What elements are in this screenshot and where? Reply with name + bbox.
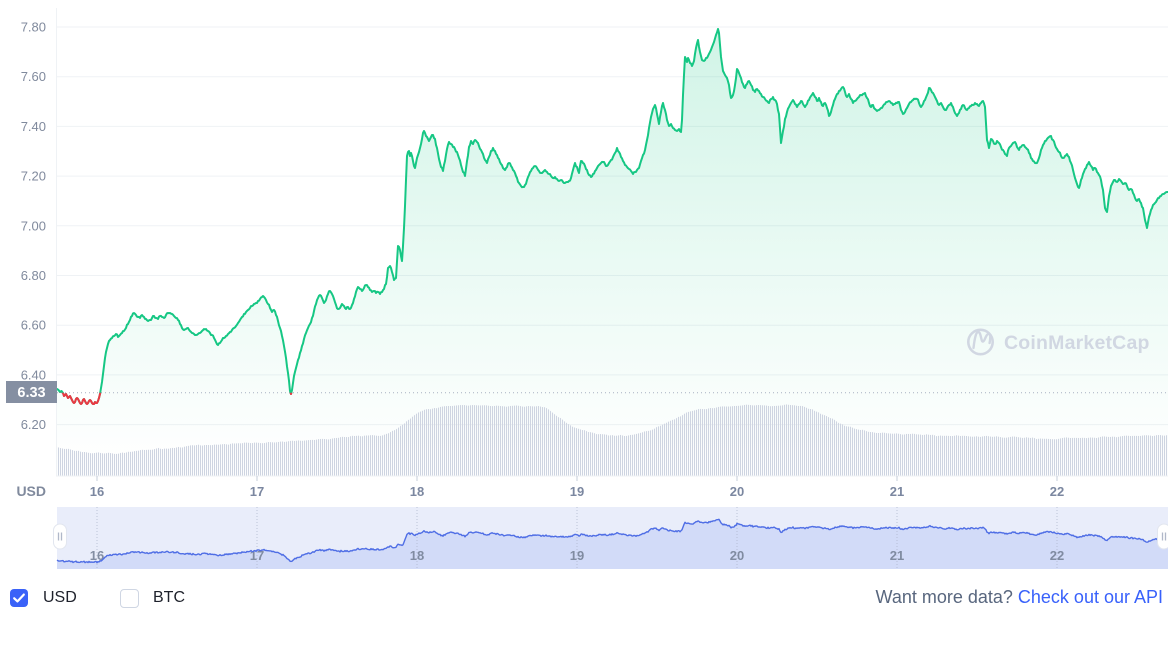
svg-text:17: 17 xyxy=(250,484,264,499)
svg-text:21: 21 xyxy=(890,548,904,563)
svg-text:7.80: 7.80 xyxy=(21,20,46,35)
svg-text:USD: USD xyxy=(16,483,46,499)
svg-text:6.60: 6.60 xyxy=(21,318,46,333)
svg-text:20: 20 xyxy=(730,484,744,499)
svg-text:18: 18 xyxy=(410,548,424,563)
svg-text:6.20: 6.20 xyxy=(21,417,46,432)
svg-text:16: 16 xyxy=(90,548,104,563)
svg-text:19: 19 xyxy=(570,484,584,499)
svg-text:6.33: 6.33 xyxy=(17,385,45,401)
svg-text:20: 20 xyxy=(730,548,744,563)
svg-text:18: 18 xyxy=(410,484,424,499)
svg-text:19: 19 xyxy=(570,548,584,563)
svg-text:7.60: 7.60 xyxy=(21,69,46,84)
svg-text:7.40: 7.40 xyxy=(21,119,46,134)
svg-text:6.40: 6.40 xyxy=(21,367,46,382)
svg-text:22: 22 xyxy=(1050,484,1064,499)
svg-text:7.00: 7.00 xyxy=(21,218,46,233)
svg-text:CoinMarketCap: CoinMarketCap xyxy=(1004,332,1150,354)
svg-text:21: 21 xyxy=(890,484,904,499)
svg-text:16: 16 xyxy=(90,484,104,499)
svg-text:22: 22 xyxy=(1050,548,1064,563)
svg-text:7.20: 7.20 xyxy=(21,169,46,184)
svg-text:6.80: 6.80 xyxy=(21,268,46,283)
